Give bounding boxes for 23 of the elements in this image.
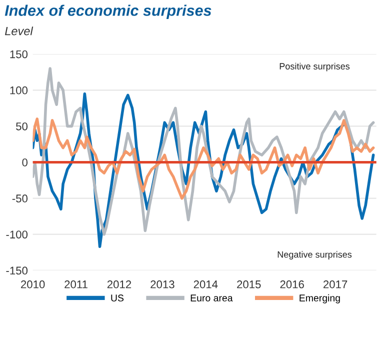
line-series bbox=[32, 118, 375, 200]
x-tick-label: 2015 bbox=[237, 280, 261, 288]
legend-label: US bbox=[111, 294, 124, 302]
chart-subtitle: Level bbox=[4, 26, 34, 36]
legend-label: Euro area bbox=[190, 294, 233, 302]
annotation: Positive surprises bbox=[280, 62, 350, 72]
x-tick-label: 2012 bbox=[107, 280, 132, 288]
x-tick-label: 2013 bbox=[150, 280, 174, 288]
y-tick-label: -100 bbox=[6, 230, 28, 238]
annotation: Negative surprises bbox=[278, 251, 352, 260]
y-tick-label: 0 bbox=[22, 158, 28, 166]
x-tick-label: 2011 bbox=[64, 280, 88, 288]
y-tick-label: 50 bbox=[16, 122, 28, 130]
chart-title: Index of economic surprises bbox=[4, 4, 212, 19]
x-tick-label: 2017 bbox=[324, 280, 348, 288]
y-tick-label: 150 bbox=[10, 50, 28, 58]
x-tick-label: 2014 bbox=[194, 280, 218, 288]
x-tick-label: 2010 bbox=[21, 280, 45, 288]
x-tick-label: 2016 bbox=[280, 280, 304, 288]
y-tick-label: -150 bbox=[6, 266, 28, 275]
y-tick-label: 100 bbox=[10, 86, 28, 94]
legend-label: Emerging bbox=[300, 294, 340, 304]
y-tick-label: -50 bbox=[12, 194, 28, 202]
